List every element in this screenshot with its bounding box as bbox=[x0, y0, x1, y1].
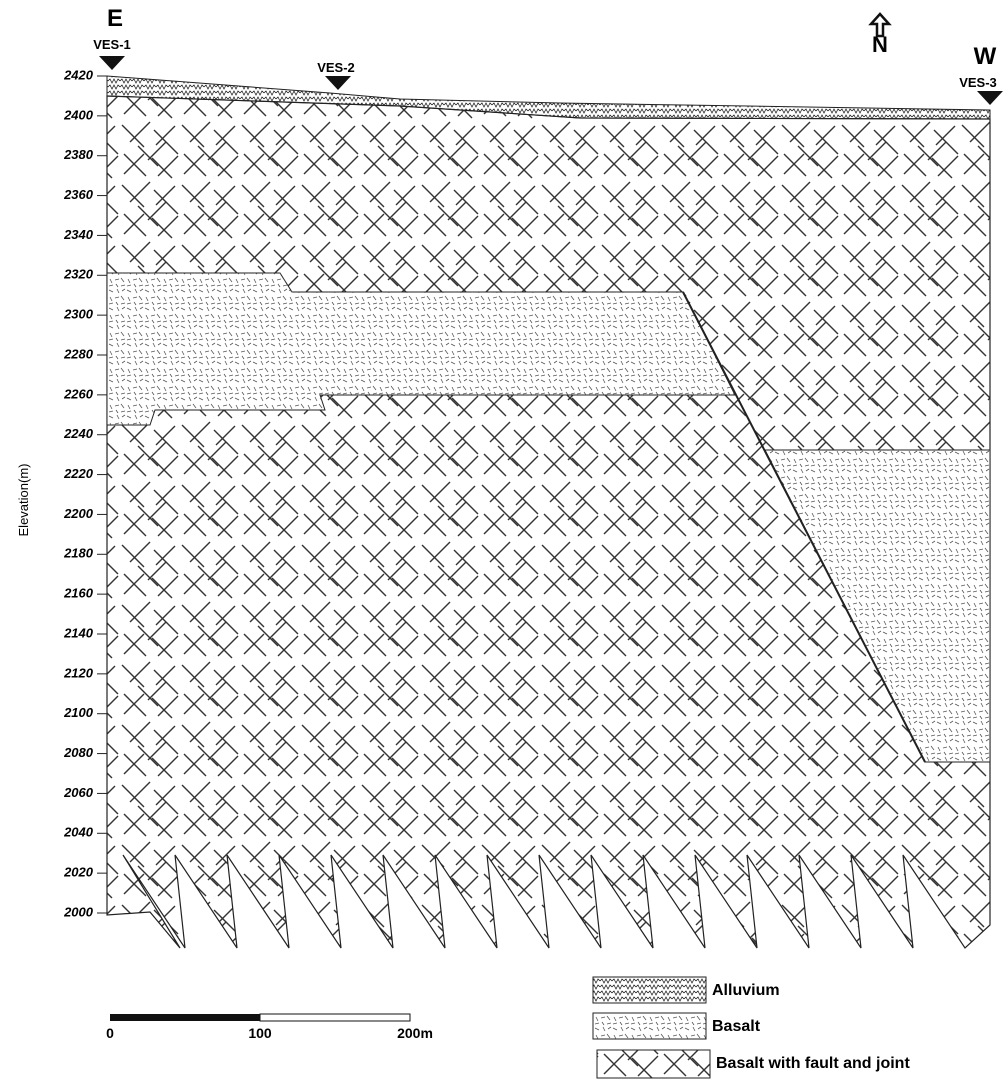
tick-label: 2180 bbox=[63, 546, 94, 561]
tick-label: 2020 bbox=[63, 865, 94, 880]
station-label: VES-3 bbox=[959, 75, 997, 90]
tick-label: 2400 bbox=[63, 107, 94, 122]
station-marker bbox=[99, 56, 125, 70]
scale-bar: 0 100 200m bbox=[106, 1014, 433, 1041]
legend-label: Basalt with fault and joint bbox=[716, 1055, 910, 1072]
tick-label: 2360 bbox=[63, 187, 94, 202]
legend: Alluvium Basalt Basalt with fault and jo… bbox=[593, 977, 910, 1078]
station-label: VES-1 bbox=[93, 37, 131, 52]
tick-label: 2140 bbox=[63, 625, 94, 640]
axis-ticks: 2000 2020 2040 2060 2080 2100 2120 2140 2160 2180… bbox=[63, 67, 107, 919]
tick-label: 2040 bbox=[63, 825, 94, 840]
station-marker bbox=[977, 91, 1003, 105]
tick-label: 2220 bbox=[63, 466, 94, 481]
legend-swatch bbox=[597, 1050, 710, 1078]
tick-label: 2240 bbox=[63, 426, 94, 441]
west-label: W bbox=[974, 43, 997, 70]
north-label: N bbox=[872, 32, 888, 57]
east-label: E bbox=[107, 5, 123, 32]
tick-label: 2340 bbox=[63, 227, 94, 242]
tick-label: 2420 bbox=[63, 67, 94, 82]
tick-label: 2300 bbox=[63, 307, 94, 322]
tick-label: 2320 bbox=[63, 267, 94, 282]
legend-swatch bbox=[593, 977, 706, 1003]
legend-swatch bbox=[593, 1013, 706, 1039]
cross-section: E W VES-1 VES-2 VES-3 N Elevation(m) 200… bbox=[0, 0, 1003, 1079]
axis-title: Elevation(m) bbox=[16, 464, 31, 537]
station-label: VES-2 bbox=[317, 60, 355, 75]
layers bbox=[107, 76, 990, 948]
north-arrow: N bbox=[871, 14, 889, 57]
tick-label: 2060 bbox=[63, 785, 94, 800]
tick-label: 2260 bbox=[63, 386, 94, 401]
tick-label: 2380 bbox=[63, 147, 94, 162]
legend-label: Alluvium bbox=[712, 982, 780, 999]
legend-label: Basalt bbox=[712, 1018, 761, 1035]
scale-label: 100 bbox=[248, 1025, 272, 1041]
tick-label: 2100 bbox=[63, 705, 94, 720]
tick-label: 2120 bbox=[63, 665, 94, 680]
tick-label: 2280 bbox=[63, 346, 94, 361]
scale-label: 0 bbox=[106, 1025, 114, 1041]
tick-label: 2080 bbox=[63, 745, 94, 760]
station-marker bbox=[325, 76, 351, 90]
tick-label: 2160 bbox=[63, 586, 94, 601]
scale-label: 200m bbox=[397, 1025, 433, 1041]
scale-segment bbox=[110, 1014, 260, 1021]
tick-label: 2000 bbox=[63, 904, 94, 919]
scale-segment bbox=[260, 1014, 410, 1021]
tick-label: 2200 bbox=[63, 506, 94, 521]
